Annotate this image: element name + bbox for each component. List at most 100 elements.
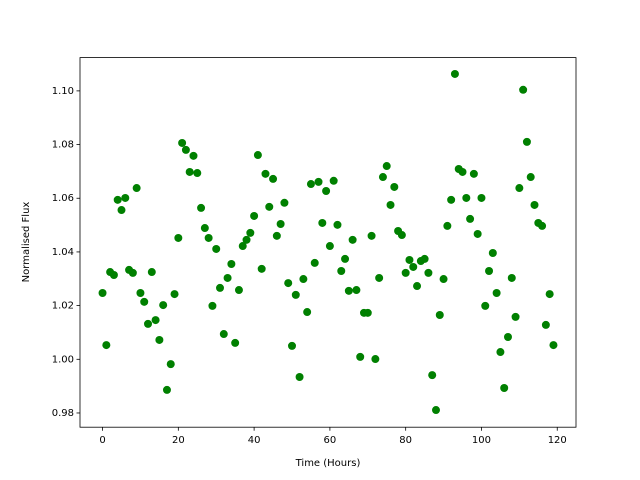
point	[515, 184, 524, 193]
point	[401, 268, 410, 277]
point	[216, 283, 225, 292]
point	[367, 231, 376, 240]
point	[288, 341, 297, 350]
point	[378, 173, 387, 182]
point	[261, 169, 270, 178]
point	[197, 203, 206, 212]
point	[466, 214, 475, 223]
x-tick-label: 40	[248, 435, 261, 446]
point	[375, 273, 384, 282]
point	[473, 229, 482, 238]
point	[538, 221, 547, 230]
point	[371, 355, 380, 364]
point	[477, 193, 486, 202]
point	[458, 167, 467, 176]
y-tick-label: 1.10	[52, 86, 74, 97]
point	[450, 69, 459, 78]
point	[413, 282, 422, 291]
point	[174, 233, 183, 242]
point	[522, 137, 531, 146]
point	[272, 231, 281, 240]
point	[481, 301, 490, 310]
point	[200, 224, 209, 233]
y-tick-label: 1.00	[52, 354, 74, 365]
point	[485, 266, 494, 275]
point	[325, 242, 334, 251]
point	[295, 373, 304, 382]
point	[545, 290, 554, 299]
point	[284, 279, 293, 288]
point	[151, 316, 160, 325]
point	[469, 169, 478, 178]
point	[503, 333, 512, 342]
point	[439, 275, 448, 284]
point	[424, 268, 433, 277]
point	[147, 268, 156, 277]
point	[208, 301, 217, 310]
point	[318, 218, 327, 227]
x-tick-label: 100	[472, 435, 491, 446]
point	[299, 275, 308, 284]
point	[329, 176, 338, 185]
point	[181, 145, 190, 154]
point	[409, 262, 418, 271]
point	[507, 273, 516, 282]
point	[352, 286, 361, 295]
point	[212, 244, 221, 253]
point	[500, 384, 509, 393]
point	[204, 233, 213, 242]
point	[322, 186, 331, 195]
point	[390, 182, 399, 191]
point	[420, 254, 429, 263]
point	[117, 206, 126, 215]
point	[98, 288, 107, 297]
point	[496, 348, 505, 357]
point	[144, 319, 153, 328]
point	[488, 249, 497, 258]
point	[242, 235, 251, 244]
point	[219, 330, 228, 339]
point	[113, 195, 122, 204]
point	[234, 286, 243, 295]
x-tick-label: 60	[324, 435, 337, 446]
point	[363, 308, 372, 317]
point	[227, 260, 236, 269]
point	[250, 211, 259, 220]
point	[337, 266, 346, 275]
point	[356, 352, 365, 361]
point	[526, 173, 535, 182]
point	[519, 85, 528, 94]
x-tick-label: 80	[399, 435, 412, 446]
point	[405, 255, 414, 264]
point	[306, 180, 315, 189]
point	[128, 268, 137, 277]
y-tick-label: 1.04	[52, 247, 74, 258]
y-tick-label: 0.98	[52, 408, 74, 419]
point	[382, 162, 391, 171]
point	[344, 286, 353, 295]
point	[492, 288, 501, 297]
x-tick-label: 0	[99, 435, 105, 446]
point	[102, 341, 111, 350]
x-tick-label: 120	[548, 435, 567, 446]
point	[291, 290, 300, 299]
point	[447, 195, 456, 204]
point	[162, 385, 171, 394]
point	[178, 138, 187, 147]
point	[132, 184, 141, 193]
point	[530, 200, 539, 209]
point	[121, 193, 130, 202]
point	[193, 169, 202, 178]
point	[223, 273, 232, 282]
point	[265, 202, 274, 211]
point	[166, 360, 175, 369]
point	[511, 312, 520, 321]
point	[140, 297, 149, 306]
point	[136, 288, 145, 297]
point	[348, 235, 357, 244]
y-axis-label: Normalised Flux	[21, 202, 32, 283]
point	[549, 341, 558, 350]
point	[303, 308, 312, 317]
